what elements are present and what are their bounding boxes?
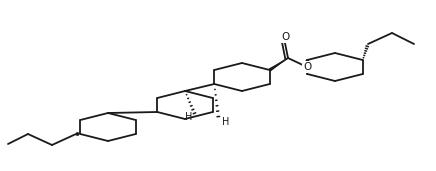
Text: H: H: [184, 112, 192, 122]
Polygon shape: [269, 58, 288, 71]
Text: O: O: [281, 32, 289, 42]
Text: O: O: [303, 62, 311, 72]
Text: H: H: [222, 117, 229, 127]
Polygon shape: [306, 60, 309, 67]
